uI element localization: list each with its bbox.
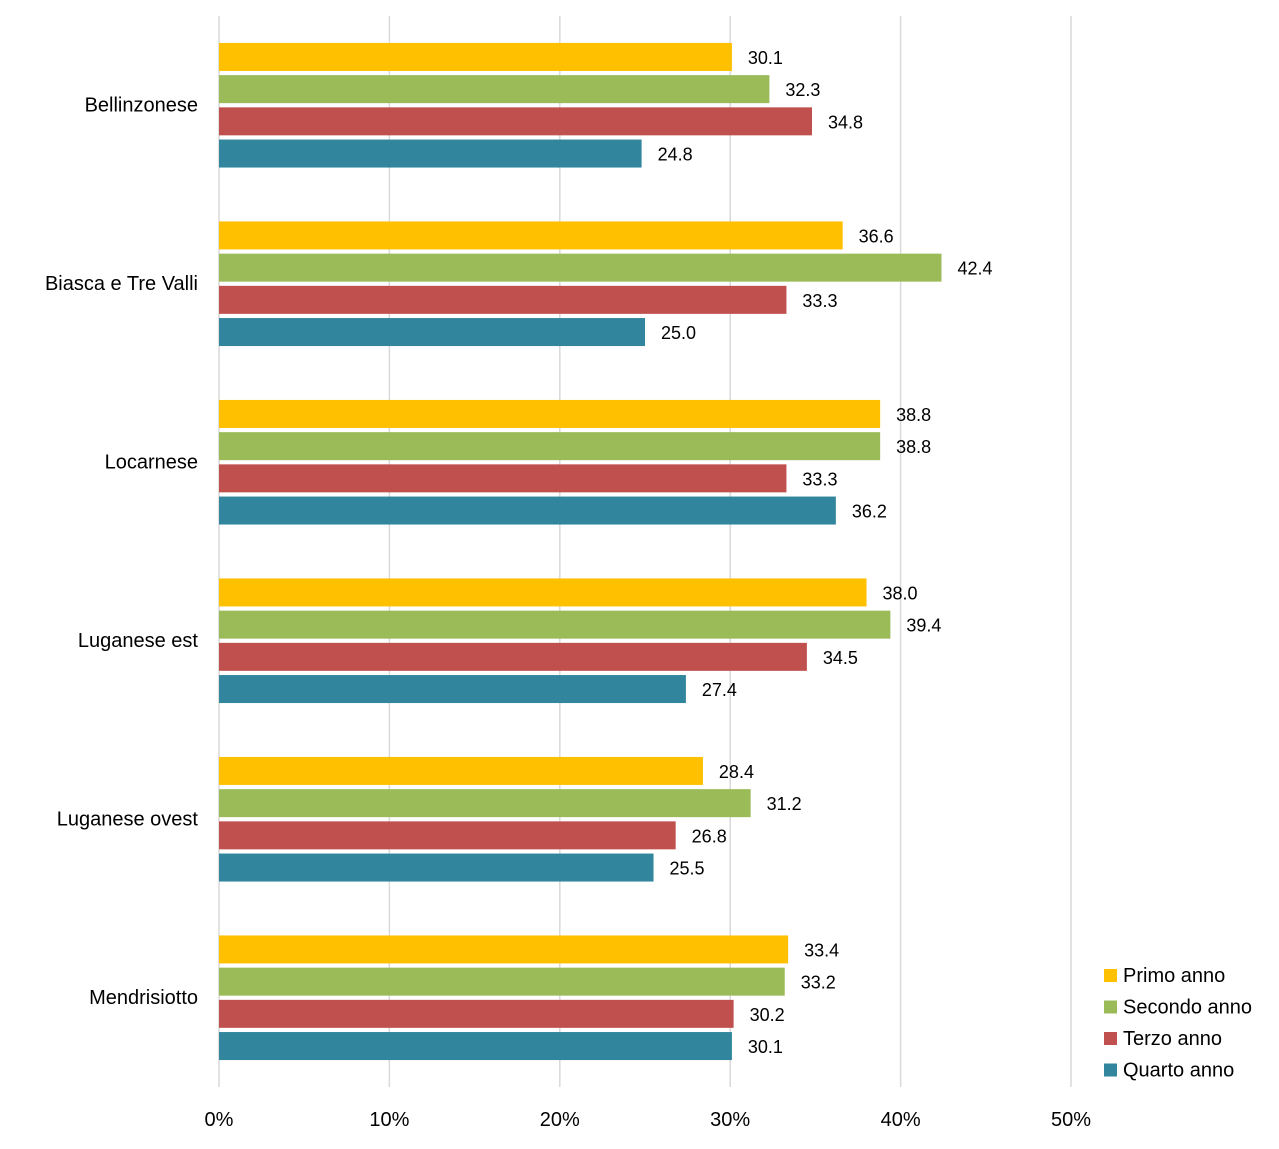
- bar: [219, 107, 812, 136]
- data-label: 39.4: [906, 616, 941, 636]
- bar: [219, 610, 891, 639]
- data-label: 30.1: [748, 48, 783, 68]
- x-tick-label: 30%: [710, 1109, 750, 1131]
- legend-swatch: [1104, 1032, 1117, 1045]
- bar: [219, 496, 836, 525]
- data-label: 38.8: [896, 437, 931, 457]
- data-label: 33.3: [802, 291, 837, 311]
- bar: [219, 967, 785, 996]
- category-label: Bellinzonese: [85, 94, 198, 116]
- data-label: 36.6: [859, 226, 894, 246]
- data-label: 34.5: [823, 648, 858, 668]
- bar: [219, 464, 787, 493]
- category-label: Luganese est: [78, 630, 199, 652]
- bar: [219, 999, 734, 1028]
- data-label: 33.3: [802, 469, 837, 489]
- data-label: 42.4: [957, 259, 992, 279]
- data-label: 25.0: [661, 323, 696, 343]
- category-label: Mendrisiotto: [89, 987, 198, 1009]
- legend-swatch: [1104, 1000, 1117, 1014]
- data-labels: 30.132.334.824.836.642.433.325.038.838.8…: [658, 48, 993, 1057]
- data-label: 38.0: [883, 583, 918, 603]
- x-tick-label: 20%: [540, 1109, 580, 1131]
- x-tick-label: 50%: [1051, 1109, 1091, 1131]
- bars: [219, 42, 942, 1061]
- legend-swatch: [1104, 1063, 1117, 1077]
- bar: [219, 789, 751, 818]
- data-label: 38.8: [896, 405, 931, 425]
- bar: [219, 139, 642, 168]
- bar: [219, 578, 867, 607]
- legend-label: Secondo anno: [1123, 997, 1252, 1019]
- data-label: 33.2: [801, 973, 836, 993]
- data-label: 30.2: [750, 1005, 785, 1025]
- bar: [219, 853, 654, 882]
- category-labels: Bellinzonese Biasca e Tre Valli Locarnese L…: [45, 94, 198, 1009]
- bar: [219, 75, 770, 104]
- bar: [219, 821, 676, 850]
- legend-label: Primo anno: [1123, 965, 1225, 987]
- bar: [219, 642, 807, 671]
- bar: [219, 935, 789, 964]
- bar: [219, 675, 686, 704]
- x-tick-label: 10%: [369, 1109, 409, 1131]
- legend-label: Quarto anno: [1123, 1060, 1234, 1082]
- x-tick-label: 40%: [881, 1109, 921, 1131]
- data-label: 30.1: [748, 1037, 783, 1057]
- bar: [219, 221, 843, 250]
- data-label: 31.2: [767, 794, 802, 814]
- x-axis-ticks: 0% 10% 20% 30% 40% 50%: [205, 1109, 1092, 1131]
- bar: [219, 399, 881, 428]
- bar: [219, 1032, 732, 1061]
- gridlines: [218, 16, 1072, 1087]
- bar: [219, 42, 732, 71]
- bar: [219, 253, 942, 282]
- bar: [219, 432, 881, 461]
- data-label: 28.4: [719, 762, 754, 782]
- legend-swatch: [1104, 969, 1117, 982]
- legend-label: Terzo anno: [1123, 1028, 1222, 1050]
- bar: [219, 285, 787, 314]
- data-label: 26.8: [692, 826, 727, 846]
- category-label: Locarnese: [105, 451, 198, 473]
- data-label: 32.3: [785, 80, 820, 100]
- data-label: 34.8: [828, 112, 863, 132]
- data-label: 36.2: [852, 502, 887, 522]
- x-tick-label: 0%: [205, 1109, 234, 1131]
- bar: [219, 318, 645, 347]
- data-label: 25.5: [670, 859, 705, 879]
- legend: Primo anno Secondo anno Terzo anno Quarto a…: [1104, 965, 1252, 1082]
- bar: [219, 756, 703, 785]
- data-label: 27.4: [702, 680, 737, 700]
- data-label: 33.4: [804, 940, 839, 960]
- category-label: Biasca e Tre Valli: [45, 273, 198, 295]
- data-label: 24.8: [658, 145, 693, 165]
- category-label: Luganese ovest: [57, 808, 199, 830]
